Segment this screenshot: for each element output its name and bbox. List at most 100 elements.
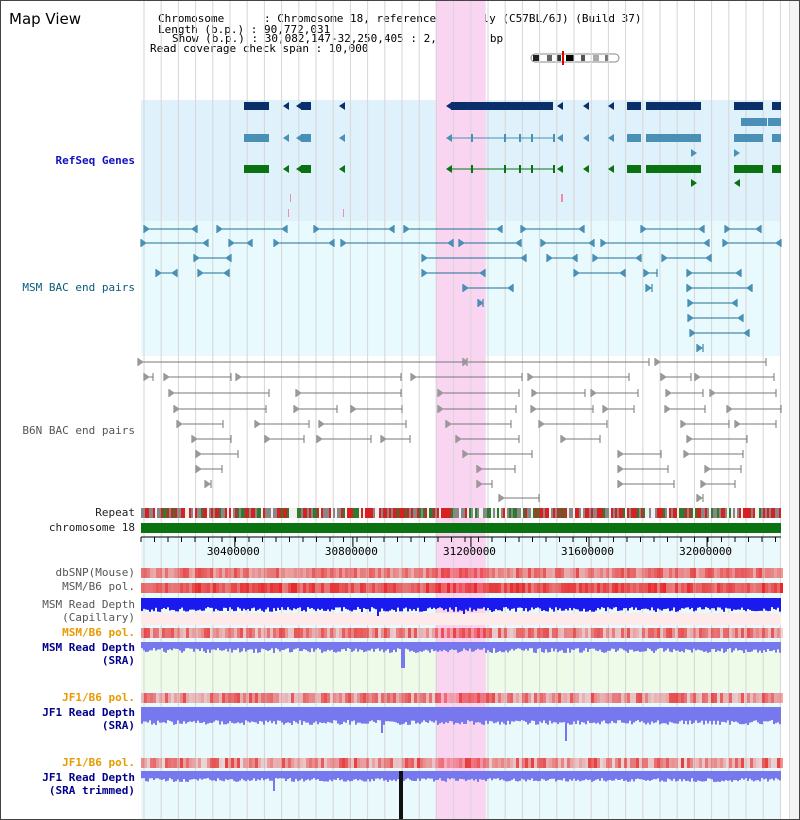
refseq-genes-track[interactable] (244, 102, 781, 217)
msm-bac-end (635, 254, 641, 262)
msm-bac-track[interactable] (140, 225, 782, 352)
chromosome-ideogram[interactable] (530, 51, 620, 65)
msm-sra-depth-bar (411, 642, 413, 651)
msm-cap-depth-bar (265, 598, 267, 610)
jf1-depth-bar (773, 707, 775, 725)
jf1-trimmed-depth-bar (591, 771, 593, 782)
repeat-element (253, 508, 255, 518)
jf1-depth-bar (675, 707, 677, 724)
msm-b6-pol-cell (339, 583, 342, 593)
msm-bac-end (422, 254, 428, 262)
jf1-trimmed-depth-bar (181, 771, 183, 782)
jf1-trimmed-depth-bar (241, 771, 243, 779)
msm-cap-depth-bar (155, 598, 157, 608)
repeat-element (463, 508, 465, 518)
jf1-b6-pol-2-cell (465, 758, 468, 768)
vertical-scrollbar[interactable] (789, 1, 799, 819)
msm-cap-depth-bar (669, 598, 671, 612)
jf1-b6-pol-cell (516, 693, 519, 703)
jf1-depth-bar (377, 707, 379, 721)
jf1-b6-pol-2-cell (561, 758, 564, 768)
msm-sra-depth-bar (347, 642, 349, 649)
dbsnp-cell (519, 568, 522, 578)
dbsnp-cell (348, 568, 351, 578)
repeat-element (767, 508, 769, 518)
msm-sra-depth-bar (235, 642, 237, 650)
dbsnp-cell (438, 568, 441, 578)
repeat-element (649, 508, 651, 518)
jf1-b6-pol-2-cell (207, 758, 210, 768)
dbsnp-cell (426, 568, 429, 578)
jf1-depth-bar (445, 707, 447, 723)
jf1-trimmed-depth-bar (415, 771, 417, 781)
jf1-b6-pol-cell (303, 693, 306, 703)
jf1-b6-pol-cell (519, 693, 522, 703)
msm-sra-depth-bar (197, 642, 199, 650)
jf1-b6-pol-2-cell (348, 758, 351, 768)
jf1-depth-bar (539, 707, 541, 722)
msm-b6-pol-cell (552, 583, 555, 593)
msm-b6-pol-sra-cell (468, 628, 471, 638)
msm-cap-depth-bar (615, 598, 617, 608)
msm-sra-depth-bar (175, 642, 177, 649)
msm-sra-depth-bar (659, 642, 661, 649)
msm-b6-pol-cell (531, 583, 534, 593)
msm-b6-pol-sra-cell (714, 628, 717, 638)
msm-cap-depth-bar (605, 598, 607, 612)
jf1-depth-bar (759, 707, 761, 724)
repeat-element (451, 508, 453, 518)
msm-b6-pol-sra-cell (504, 628, 507, 638)
jf1-trimmed-depth-bar (441, 771, 443, 781)
repeat-element (343, 508, 345, 518)
msm-cap-depth-bar (437, 598, 439, 609)
msm-bac-end (314, 225, 320, 233)
msm-b6-pol-sra-cell (252, 628, 255, 638)
msm-cap-depth-bar (321, 598, 323, 609)
msm-b6-pol-sra-cell (759, 628, 762, 638)
repeat-element (509, 508, 511, 518)
track-label-b6n-bac[interactable]: B6N BAC end pairs (22, 424, 135, 437)
msm-cap-depth-bar (721, 598, 723, 610)
b6n-bac-track[interactable] (137, 358, 782, 502)
repeat-element (163, 508, 165, 518)
jf1-b6-pol-cell (231, 693, 234, 703)
msm-bac-end (459, 239, 465, 247)
jf1-b6-pol-2-cell (414, 758, 417, 768)
jf1-trimmed-depth-bar (643, 771, 645, 780)
msm-b6-pol-cell (426, 583, 429, 593)
msm-cap-depth-bar (271, 598, 273, 612)
msm-b6-pol-cell (330, 583, 333, 593)
jf1-trimmed-depth-bar (631, 771, 633, 780)
gene-arrow (339, 102, 345, 110)
jf1-depth-bar (707, 707, 709, 724)
jf1-b6-pol-cell (726, 693, 729, 703)
msm-b6-pol-cell (423, 583, 426, 593)
jf1-depth-bar (313, 707, 315, 723)
msm-b6-pol-cell (192, 583, 195, 593)
msm-sra-depth-bar (489, 642, 491, 653)
highlight-region[interactable] (435, 1, 486, 819)
msm-b6-pol-sra-cell (720, 628, 723, 638)
track-label-refseq[interactable]: RefSeq Genes (55, 154, 135, 167)
jf1-depth-bar (547, 707, 549, 725)
dbsnp-cell (450, 568, 453, 578)
jf1-b6-pol-cell (321, 693, 324, 703)
repeat-element (345, 508, 347, 518)
position-axis: 30400000 30800000 31200000 31600000 32000000 (140, 536, 781, 558)
msm-cap-depth-bar (503, 598, 505, 608)
jf1-depth-bar (179, 707, 181, 724)
jf1-b6-pol-2-cell (387, 758, 390, 768)
msm-bac-end (743, 329, 749, 337)
msm-b6-pol-sra-cell (486, 628, 489, 638)
track-label-msm-bac[interactable]: MSM BAC end pairs (22, 281, 135, 294)
msm-bac-end (646, 284, 652, 292)
msm-cap-depth-bar (555, 598, 557, 608)
msm-bac-end (601, 239, 607, 247)
gene-arrow (339, 134, 345, 142)
repeat-element (407, 508, 409, 518)
repeat-element (311, 508, 313, 518)
msm-cap-depth-bar (649, 598, 651, 611)
jf1-trimmed-depth-bar (321, 771, 323, 781)
msm-b6-pol-cell (576, 583, 579, 593)
